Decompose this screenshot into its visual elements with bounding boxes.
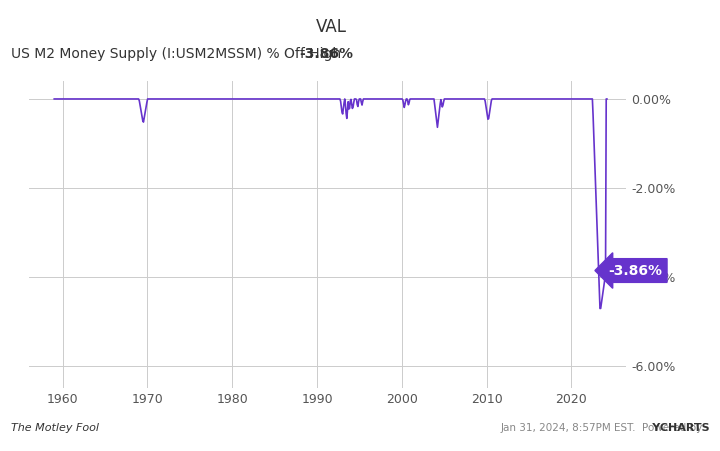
Text: Jan 31, 2024, 8:57PM EST.  Powered by: Jan 31, 2024, 8:57PM EST. Powered by <box>500 423 709 433</box>
Text: The Motley Fool: The Motley Fool <box>11 423 99 433</box>
Text: US M2 Money Supply (I:USM2MSSM) % Off High: US M2 Money Supply (I:USM2MSSM) % Off Hi… <box>11 47 341 61</box>
Text: VAL: VAL <box>315 18 347 36</box>
Text: -3.86%: -3.86% <box>299 47 353 61</box>
Text: -3.86%: -3.86% <box>608 263 662 277</box>
Text: YCHARTS: YCHARTS <box>443 423 709 433</box>
